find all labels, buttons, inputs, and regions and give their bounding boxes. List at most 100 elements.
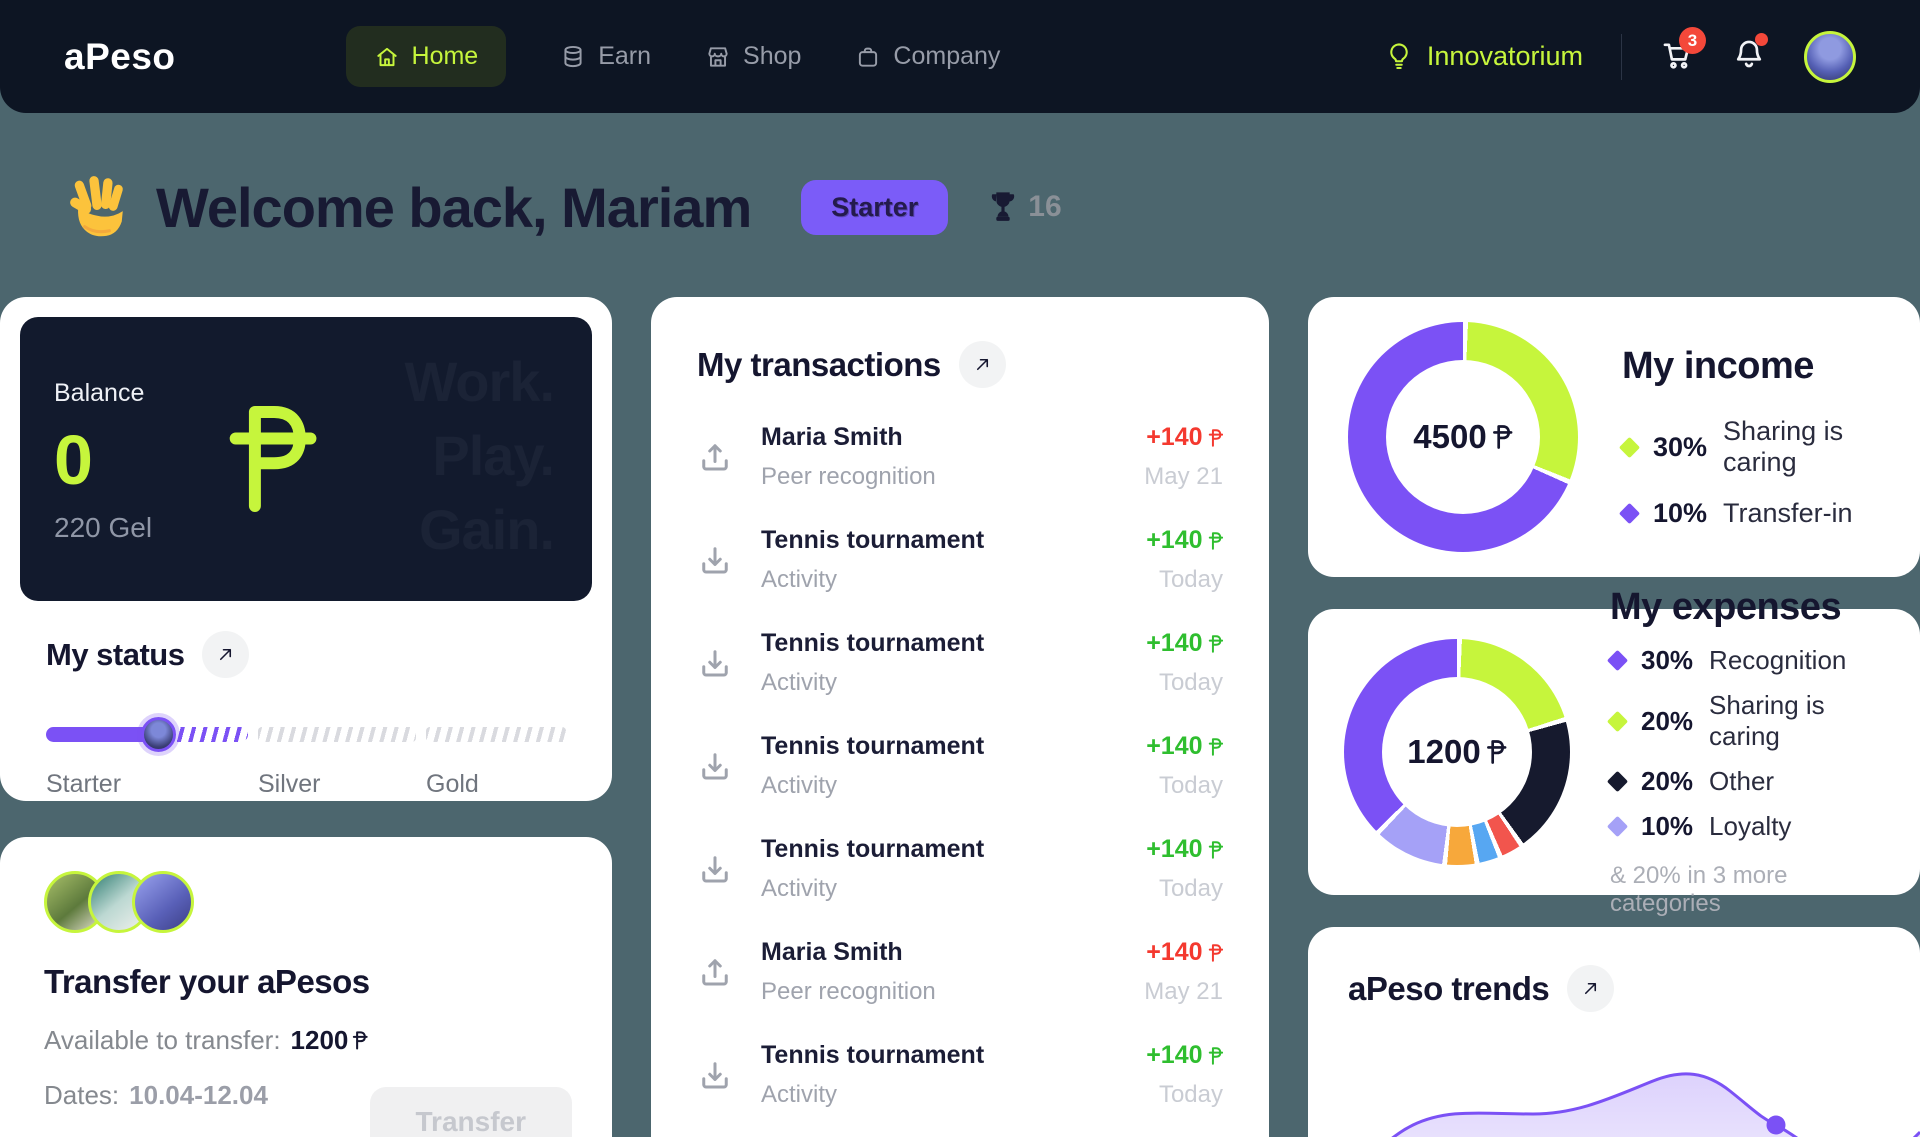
- transactions-expand-button[interactable]: [958, 341, 1006, 388]
- nav-item-label: Company: [893, 42, 1001, 70]
- column-right: 4500 My income 30% Sharing is caring 10% T…: [1308, 297, 1920, 1137]
- transfer-title: Transfer your aPesos: [44, 963, 370, 1000]
- outgoing-icon: [697, 954, 733, 990]
- transaction-row[interactable]: Tennis tournament Activity +140 Today: [697, 629, 1223, 697]
- expenses-title: My expenses: [1610, 586, 1842, 628]
- page-title: Welcome back, Mariam: [156, 175, 752, 239]
- incoming-icon: [697, 542, 733, 578]
- apeso-currency-icon: [1208, 634, 1224, 654]
- trend-highlight-point[interactable]: [1766, 1115, 1786, 1135]
- home-icon: [376, 47, 397, 66]
- avatar: [132, 871, 194, 933]
- balance-label: Balance: [54, 379, 145, 407]
- balance-card: Balance 0 220 Gel Work. Play. Gain.: [20, 317, 592, 601]
- apeso-currency-icon: [1208, 428, 1224, 448]
- progress-silver-segment: [258, 727, 416, 742]
- apeso-currency-icon: [352, 1030, 368, 1051]
- legend-diamond: [1606, 770, 1629, 793]
- incoming-icon: [697, 748, 733, 784]
- cart-button[interactable]: 3: [1660, 27, 1706, 76]
- income-donut-chart: 4500: [1348, 322, 1578, 552]
- storefront-icon: [708, 46, 728, 67]
- expenses-total: 1200: [1382, 677, 1532, 827]
- incoming-icon: [697, 851, 733, 887]
- nav-item-earn[interactable]: Earn: [560, 42, 651, 71]
- transfer-card: Transfer your aPesos Available to transf…: [0, 837, 612, 1137]
- apeso-currency-icon: [1492, 424, 1513, 450]
- trophy-count: 16: [1028, 190, 1062, 223]
- legend-diamond: [1606, 815, 1629, 838]
- coins-icon: [564, 45, 582, 67]
- balance-status-card: Balance 0 220 Gel Work. Play. Gain. My s…: [0, 297, 612, 801]
- transaction-row[interactable]: Tennis tournament Activity +140 Today: [697, 526, 1223, 594]
- legend-diamond: [1618, 502, 1641, 525]
- notifications-button[interactable]: [1732, 33, 1768, 76]
- cart-badge: 3: [1679, 27, 1706, 54]
- transaction-row[interactable]: Maria Smith Peer recognition +140 May 21: [697, 423, 1223, 491]
- trends-expand-button[interactable]: [1567, 965, 1615, 1012]
- transaction-row[interactable]: Maria Smith Peer recognition +140 May 21: [697, 938, 1223, 1006]
- legend-item: 20% Other: [1606, 766, 1884, 797]
- nav-item-label: Earn: [598, 42, 652, 70]
- legend-item: 10% Loyalty: [1606, 811, 1884, 842]
- legend-item: 30% Sharing is caring: [1618, 416, 1880, 478]
- transaction-row[interactable]: Tennis tournament Activity +140 Today: [697, 1041, 1223, 1109]
- outgoing-icon: [697, 439, 733, 475]
- nav-item-label: Home: [411, 42, 479, 70]
- innovatorium-link[interactable]: Innovatorium: [1385, 41, 1583, 73]
- dashboard-grid: Balance 0 220 Gel Work. Play. Gain. My s…: [0, 297, 1920, 1137]
- level-label-silver: Silver: [258, 770, 321, 798]
- transfer-available: Available to transfer: 1200: [44, 1025, 568, 1056]
- transaction-row[interactable]: Tennis tournament Activity +140 Today: [697, 732, 1223, 800]
- apeso-currency-icon: [1208, 737, 1224, 757]
- progress-avatar-thumb[interactable]: [141, 717, 176, 752]
- balance-value: 0: [54, 421, 93, 499]
- transactions-card: My transactions Maria Smith Peer recognit…: [651, 297, 1269, 1137]
- status-progress: [46, 717, 566, 752]
- recipient-avatars: [44, 871, 568, 933]
- level-badge: Starter: [801, 179, 949, 235]
- income-total: 4500: [1386, 360, 1540, 514]
- legend-diamond: [1606, 649, 1629, 672]
- app-logo: aPeso: [64, 35, 176, 77]
- user-avatar[interactable]: [1804, 30, 1856, 83]
- lightbulb-icon: [1390, 42, 1408, 69]
- trends-card: aPeso trends 12: [1308, 927, 1920, 1137]
- status-expand-button[interactable]: [202, 631, 250, 678]
- nav-item-shop[interactable]: Shop: [705, 42, 801, 71]
- apeso-currency-icon: [1208, 840, 1224, 860]
- legend-item: 20% Sharing is caring: [1606, 690, 1884, 752]
- transactions-title: My transactions: [697, 345, 941, 383]
- nav-item-company[interactable]: Company: [855, 42, 1000, 71]
- column-left: Balance 0 220 Gel Work. Play. Gain. My s…: [0, 297, 612, 1137]
- level-label-starter: Starter: [46, 770, 122, 798]
- arrow-up-right-icon: [973, 355, 992, 374]
- trophy-icon: [992, 192, 1015, 221]
- incoming-icon: [697, 645, 733, 681]
- status-section: My status: [20, 601, 592, 798]
- trends-title: aPeso trends: [1348, 969, 1550, 1007]
- nav-divider: [1621, 33, 1622, 80]
- bell-icon: [1736, 40, 1762, 68]
- arrow-up-right-icon: [1581, 979, 1600, 998]
- progress-filled: [46, 727, 158, 742]
- legend-item: 30% Recognition: [1606, 645, 1884, 676]
- transaction-row[interactable]: Tennis tournament Activity +140 Today: [697, 835, 1223, 903]
- expenses-footnote: & 20% in 3 more categories: [1610, 862, 1788, 917]
- expenses-card: 1200 My expenses 30% Recognition 20% Shari…: [1308, 586, 1920, 917]
- income-title: My income: [1622, 345, 1814, 387]
- arrow-up-right-icon: [216, 645, 235, 664]
- waving-hand-icon: [70, 176, 123, 237]
- apeso-currency-icon: [1486, 739, 1507, 765]
- expenses-info: My expenses 30% Recognition 20% Sharing is…: [1606, 586, 1884, 918]
- trends-line-chart: 12: [1391, 1072, 1920, 1137]
- transfer-button[interactable]: Transfer: [369, 1087, 572, 1137]
- balance-converted: 220 Gel: [54, 512, 153, 543]
- trophy-score: 16: [988, 190, 1062, 224]
- nav-item-home[interactable]: Home: [345, 26, 507, 87]
- transfer-dates: Dates: 10.04-12.04: [44, 1080, 268, 1110]
- notification-dot: [1755, 33, 1768, 46]
- apeso-currency-icon: [225, 403, 319, 515]
- income-info: My income 30% Sharing is caring 10% Transf…: [1618, 345, 1880, 529]
